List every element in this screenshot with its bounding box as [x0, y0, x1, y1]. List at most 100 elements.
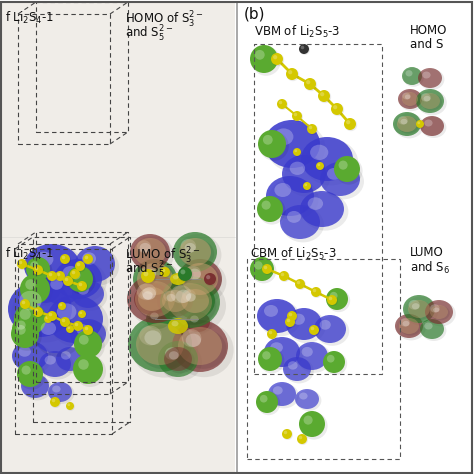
Ellipse shape [181, 239, 214, 269]
Ellipse shape [83, 326, 94, 336]
Ellipse shape [330, 292, 337, 300]
Ellipse shape [25, 279, 36, 290]
Text: VBM of Li$_2$S$_5$-3: VBM of Li$_2$S$_5$-3 [254, 24, 340, 40]
Ellipse shape [83, 255, 94, 265]
Ellipse shape [329, 297, 332, 300]
Ellipse shape [405, 70, 412, 76]
Ellipse shape [405, 94, 410, 100]
Ellipse shape [77, 248, 119, 286]
Ellipse shape [165, 347, 179, 360]
Ellipse shape [34, 308, 44, 318]
Ellipse shape [398, 116, 408, 125]
Ellipse shape [184, 264, 222, 298]
Text: HOMO: HOMO [410, 24, 447, 37]
Ellipse shape [20, 274, 50, 304]
Ellipse shape [294, 149, 297, 152]
Ellipse shape [271, 53, 283, 65]
Ellipse shape [30, 261, 38, 270]
Ellipse shape [320, 92, 324, 96]
Ellipse shape [266, 338, 304, 370]
Ellipse shape [16, 325, 26, 335]
Ellipse shape [169, 319, 190, 336]
Ellipse shape [66, 402, 75, 411]
Ellipse shape [430, 305, 448, 319]
Ellipse shape [412, 303, 419, 310]
Ellipse shape [136, 323, 184, 365]
Ellipse shape [300, 191, 344, 227]
Ellipse shape [168, 318, 188, 334]
Ellipse shape [19, 291, 42, 310]
Ellipse shape [270, 342, 283, 353]
Ellipse shape [284, 358, 314, 383]
Ellipse shape [77, 263, 80, 266]
Ellipse shape [299, 411, 325, 437]
Ellipse shape [35, 317, 82, 357]
Ellipse shape [57, 303, 76, 320]
Ellipse shape [250, 257, 274, 281]
Ellipse shape [288, 311, 298, 322]
Ellipse shape [130, 234, 170, 270]
Ellipse shape [13, 317, 41, 345]
Ellipse shape [421, 117, 447, 138]
Ellipse shape [162, 290, 188, 312]
Ellipse shape [318, 164, 320, 166]
Ellipse shape [160, 343, 202, 381]
Ellipse shape [188, 269, 201, 280]
Ellipse shape [72, 320, 109, 352]
Ellipse shape [323, 351, 345, 373]
Ellipse shape [18, 362, 46, 390]
Ellipse shape [51, 398, 61, 408]
Ellipse shape [35, 267, 38, 270]
Ellipse shape [128, 316, 192, 372]
Ellipse shape [416, 89, 444, 113]
Ellipse shape [311, 288, 322, 298]
Ellipse shape [178, 267, 192, 281]
Ellipse shape [26, 257, 50, 281]
Ellipse shape [317, 163, 325, 171]
Ellipse shape [24, 244, 80, 288]
Ellipse shape [75, 331, 105, 361]
Ellipse shape [29, 275, 61, 303]
Ellipse shape [179, 268, 193, 283]
Ellipse shape [419, 69, 445, 90]
Ellipse shape [279, 271, 289, 281]
Ellipse shape [297, 281, 300, 284]
Ellipse shape [269, 331, 272, 334]
Ellipse shape [309, 126, 312, 129]
Ellipse shape [50, 397, 60, 407]
Bar [2, 2, 235, 472]
Ellipse shape [63, 276, 73, 286]
Ellipse shape [182, 263, 218, 295]
Ellipse shape [264, 120, 320, 168]
Ellipse shape [139, 326, 162, 346]
Ellipse shape [316, 162, 324, 170]
Ellipse shape [301, 46, 304, 49]
Ellipse shape [416, 120, 424, 128]
Ellipse shape [304, 139, 358, 185]
Ellipse shape [11, 284, 78, 343]
Ellipse shape [304, 78, 316, 90]
Ellipse shape [78, 285, 89, 295]
Ellipse shape [256, 391, 278, 413]
Ellipse shape [164, 291, 176, 302]
Ellipse shape [433, 308, 439, 312]
Ellipse shape [20, 300, 31, 310]
Ellipse shape [71, 270, 81, 280]
Ellipse shape [78, 310, 86, 318]
Ellipse shape [320, 162, 360, 196]
Ellipse shape [299, 392, 308, 400]
Ellipse shape [186, 312, 210, 332]
Ellipse shape [299, 436, 302, 439]
Ellipse shape [137, 283, 156, 300]
Ellipse shape [8, 281, 72, 337]
Ellipse shape [305, 79, 317, 91]
Ellipse shape [289, 313, 292, 316]
Ellipse shape [34, 252, 54, 267]
Ellipse shape [401, 119, 408, 124]
Ellipse shape [62, 256, 65, 259]
Ellipse shape [67, 403, 70, 406]
Ellipse shape [135, 261, 182, 303]
Ellipse shape [273, 55, 277, 59]
Ellipse shape [285, 318, 296, 328]
Ellipse shape [22, 375, 52, 401]
